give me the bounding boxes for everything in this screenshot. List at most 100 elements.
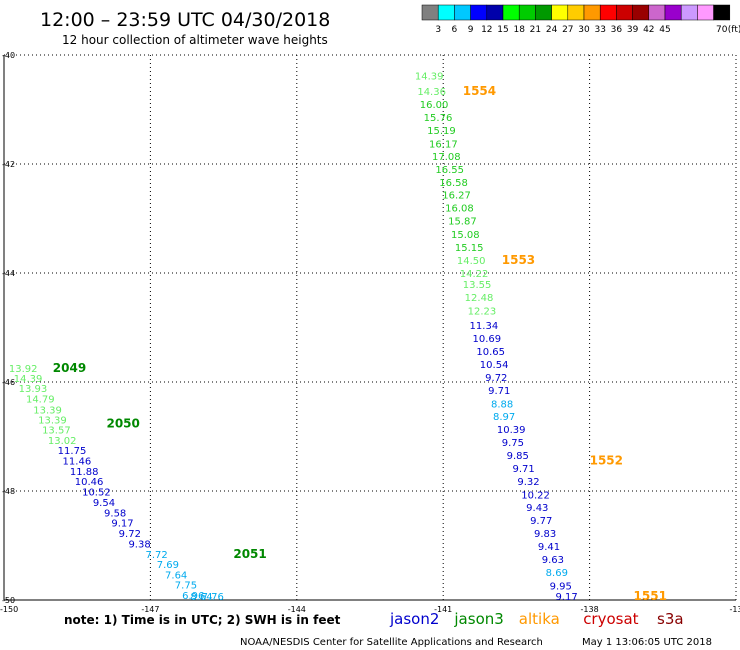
wave-height-value: 9.38 [128,539,150,550]
lat-tick-label: -44 [2,269,15,278]
wave-height-value: 10.65 [476,347,505,358]
wave-height-value: 13.55 [463,280,492,291]
lat-tick-label: -48 [2,487,15,496]
wave-height-value: 7.76 [202,592,224,603]
wave-height-value: 14.39 [415,72,444,83]
wave-height-value: 9.63 [542,555,564,566]
wave-height-value: 9.41 [538,542,560,553]
scale-label: 21 [530,25,541,35]
wave-height-value: 11.75 [58,446,87,457]
scale-swatch [518,4,536,21]
scale-swatch [583,4,601,21]
wave-height-value: 15.87 [448,217,477,228]
wave-height-value: 9.17 [111,519,133,530]
pass-number: 1552 [590,453,623,467]
satellite-jason3: jason3 [453,610,503,628]
satellite-altika: altika [519,610,560,628]
satellite-cryosat: cryosat [583,610,638,628]
wave-height-value: 15.08 [451,230,480,241]
lon-tick-label: -141 [434,605,452,614]
wave-height-value: 9.95 [550,581,572,592]
wave-height-value: 16.00 [420,100,449,111]
wave-height-value: 14.22 [460,269,489,280]
wave-height-value: 9.72 [119,529,141,540]
wave-height-value: 12.48 [465,293,494,304]
satellite-legend: jason2 jason3 altika cryosat s3a [389,610,684,628]
footnote: note: 1) Time is in UTC; 2) SWH is in fe… [64,613,341,627]
wave-height-value: 11.34 [470,321,499,332]
lat-tick-label: -42 [2,160,15,169]
pass-number: 2049 [53,361,86,375]
scale-swatch [454,4,471,21]
scale-swatch [470,4,488,21]
lon-tick-label: -147 [141,605,159,614]
scale-label: 30 [578,25,590,35]
wave-height-value: 12.23 [468,307,497,318]
scale-swatch [648,4,666,21]
wave-height-value: 7.72 [146,550,168,561]
pass-number: 2051 [233,547,266,561]
pass-number: 1554 [463,84,496,98]
satellite-s3a: s3a [657,610,684,628]
scale-swatch [502,4,520,21]
wave-height-value: 9.54 [93,498,115,509]
scale-label: 70 [716,25,728,35]
scale-swatch [567,4,585,21]
wave-height-value: 9.83 [534,529,556,540]
wave-height-value: 14.39 [14,374,43,385]
scale-swatch [437,4,455,21]
wave-height-value: 10.39 [497,425,526,436]
wave-height-value: 9.71 [488,386,510,397]
scale-swatch [486,4,504,21]
scale-label: 27 [562,25,573,35]
lon-tick-label: -144 [288,605,306,614]
wave-height-value: 13.02 [48,436,77,447]
scale-label: 33 [594,25,605,35]
lat-tick-label: -40 [2,51,15,60]
wave-height-value: 8.88 [491,399,513,410]
scale-label: 12 [481,25,492,35]
altimeter-tracks: 14.39 14.36 16.00 15.76 15.19 16.17 17.08 16.55… [9,72,578,603]
scale-swatch [697,4,714,21]
scale-swatch [599,4,617,21]
wave-height-value: 13.39 [33,405,62,416]
wave-height-value: 7.69 [157,560,179,571]
wave-height-value: 9.32 [517,477,539,488]
wave-height-value: 16.27 [442,191,471,202]
wave-height-value: 6.96 [182,591,204,602]
scale-label: 36 [611,25,623,35]
scale-swatch [535,4,552,21]
map-frame [3,55,736,601]
scale-label: 9 [468,25,474,35]
generated-timestamp: May 1 13:06:05 UTC 2018 [582,637,712,648]
scale-swatch [616,4,633,21]
wave-height-value: 7.64 [165,570,187,581]
scale-unit: (ft) [728,25,740,35]
wave-height-value: 13.39 [38,416,67,427]
wave-height-value: 15.15 [455,243,484,254]
scale-label: 18 [513,25,525,35]
wave-height-value: 9.75 [502,438,524,449]
wave-height-value: 14.79 [26,394,55,405]
east-track: 14.39 14.36 16.00 15.76 15.19 16.17 17.08 16.55… [415,72,578,603]
wave-height-value: 9.43 [526,503,548,514]
wave-height-value: 10.69 [472,334,501,345]
wave-height-value: 9.72 [485,373,507,384]
wave-height-value: 15.19 [427,126,456,137]
wave-height-value: 13.93 [19,384,48,395]
scale-label: 42 [643,25,654,35]
wave-height-value: 10.52 [82,488,111,499]
axis-tick-labels: -40 -42 -44 -46 -48 -50-150 -147 -144 -141 -138 -1… [0,51,740,614]
page-subtitle: 12 hour collection of altimeter wave hei… [62,33,328,47]
wave-height-value: 9.17 [555,592,577,603]
wave-height-value: 8.97 [493,412,515,423]
scale-label: 24 [546,25,558,35]
lon-tick-label: -138 [581,605,599,614]
wave-height-value: 16.17 [429,139,458,150]
lon-tick-label: -150 [0,605,18,614]
lat-lon-grid [4,54,737,600]
scale-swatch [551,4,569,21]
